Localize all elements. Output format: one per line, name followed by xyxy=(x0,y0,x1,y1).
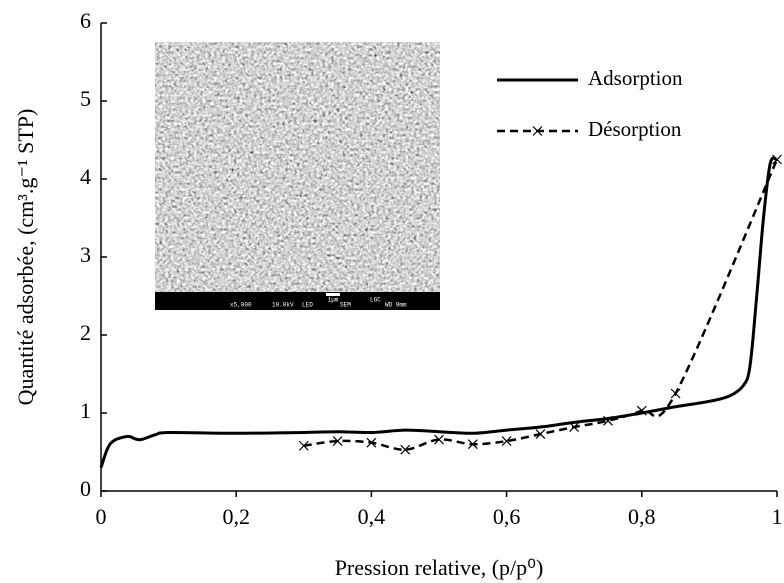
inset-label: SEM xyxy=(340,302,351,309)
y-tick-label: 5 xyxy=(80,86,91,111)
y-tick-label: 6 xyxy=(80,8,91,33)
inset-label: 10.0kV xyxy=(272,302,294,309)
y-tick-label: 4 xyxy=(80,164,91,189)
data-point xyxy=(467,439,478,450)
y-tick-label: 1 xyxy=(80,398,91,423)
inset-label: LGC xyxy=(370,297,381,304)
legend-marker xyxy=(532,126,543,136)
inset-label: x5,000 xyxy=(230,302,252,309)
x-tick-label: 0,4 xyxy=(358,504,386,529)
inset-label: LED xyxy=(302,302,313,309)
data-point xyxy=(772,154,782,165)
x-tick-label: 0,2 xyxy=(222,504,250,529)
y-tick-label: 3 xyxy=(80,242,91,267)
y-tick-label: 0 xyxy=(80,476,91,501)
scale-bar xyxy=(326,293,340,296)
x-tick-label: 1 xyxy=(772,504,783,529)
series-line xyxy=(99,156,778,469)
sem-footer xyxy=(155,292,440,310)
sem-image xyxy=(155,42,440,294)
data-point xyxy=(535,429,546,439)
data-point xyxy=(670,388,681,399)
x-tick-label: 0,6 xyxy=(493,504,521,529)
series-line xyxy=(303,159,779,451)
x-axis-label: Pression relative, (p/p⁰) xyxy=(335,555,544,580)
data-point xyxy=(636,405,647,416)
inset-image: 1µm LGC x5,000 10.0kV LED SEM WD 9mm xyxy=(155,42,440,310)
x-tick-label: 0,8 xyxy=(628,504,656,529)
data-point xyxy=(366,437,377,448)
inset-label: WD 9mm xyxy=(385,302,407,309)
data-point xyxy=(400,444,411,455)
data-point xyxy=(298,440,309,451)
inset-label: 1µm xyxy=(328,297,339,304)
data-point xyxy=(501,436,512,447)
y-axis-label: Quantité adsorbée, (cm³.g⁻¹ STP) xyxy=(13,109,38,406)
data-point xyxy=(569,422,580,432)
data-point xyxy=(332,436,343,447)
y-tick-label: 2 xyxy=(80,320,91,345)
x-tick-label: 0 xyxy=(96,504,107,529)
data-point xyxy=(434,434,444,445)
data-point xyxy=(603,415,613,426)
legend-label: Désorption xyxy=(588,117,682,141)
legend-label: Adsorption xyxy=(588,66,683,90)
